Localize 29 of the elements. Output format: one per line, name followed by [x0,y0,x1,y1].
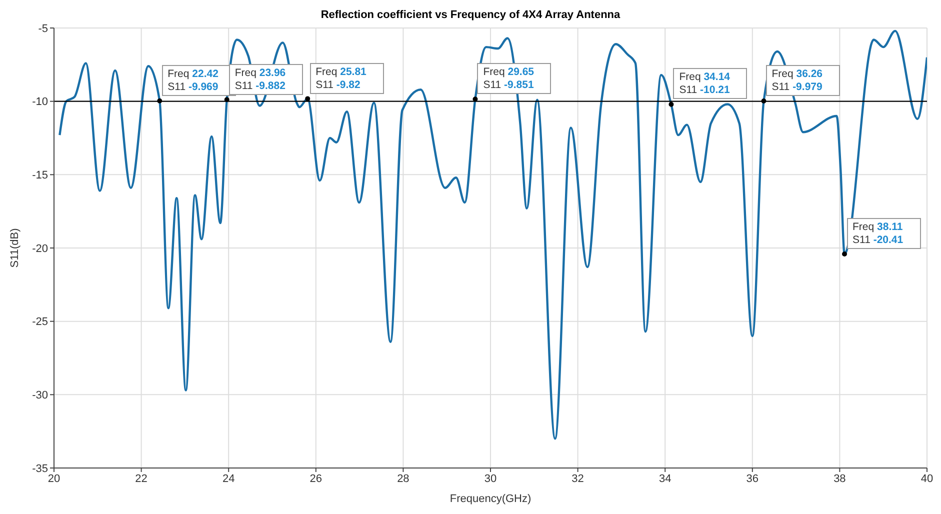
y-tick-label: -15 [32,170,48,182]
annotation: Freq 25.81 S11 -9.82 [316,66,366,91]
x-tick-label: 32 [572,472,584,485]
x-tick-label: 40 [920,472,934,485]
x-tick-label: 34 [658,472,672,485]
annotation: Freq 23.96 S11 -9.882 [234,66,286,92]
x-tick-label: 22 [135,472,148,485]
x-tick-label: 38 [834,472,846,485]
x-tick-label: 26 [310,472,322,485]
x-tick-label: 24 [222,472,235,485]
y-tick-label: -30 [32,390,48,402]
chart-title: Reflection coefficient vs Frequency of 4X4 Array Antenna [320,8,622,22]
annotation: Freq 36.26 S11 -9.979 [772,68,823,94]
annotation: Freq 34.14 S11 -10.21 [679,71,730,96]
y-tick-label: -5 [38,22,48,35]
annotation: Freq 38.11 S11 -20.41 [852,221,904,246]
y-tick-label: -20 [32,242,48,255]
annotation: Freq 29.65 S11 -9.851 [483,66,534,92]
y-tick-label: -35 [32,462,48,475]
y-tick-label: -10 [32,96,48,108]
y-tick-label: -25 [32,316,48,328]
line-series [58,30,927,440]
x-tick-label: 20 [48,472,60,485]
x-tick-label: 28 [397,472,410,485]
x-tick-label: 30 [484,472,497,485]
x-axis-title: Frequency(GHz) [450,493,532,505]
x-tick-label: 36 [746,472,759,485]
y-axis-title: S11(dB) [8,228,21,268]
annotation: Freq 22.42 S11 -9.969 [168,68,218,93]
